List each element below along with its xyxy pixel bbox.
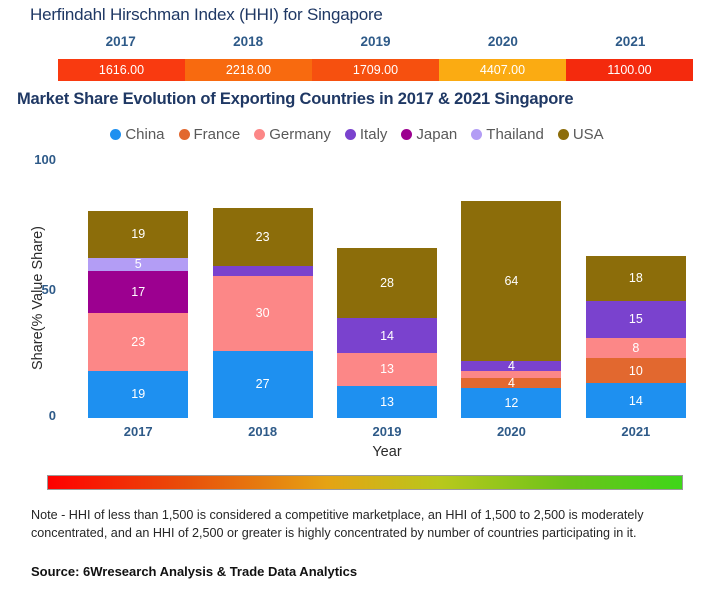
legend-swatch-icon <box>110 129 122 140</box>
hhi-value-cell: 1616.00 <box>58 59 185 81</box>
bar-segment-france[interactable]: 10 <box>585 358 686 383</box>
y-tick-100: 100 <box>34 152 56 167</box>
hhi-year-label: 2018 <box>233 34 264 49</box>
hhi-year-label: 2017 <box>105 34 136 49</box>
bar-column-2019: 13 13 14 28 <box>325 168 449 418</box>
legend-swatch-icon <box>344 129 356 140</box>
bar-segment-italy[interactable]: 15 <box>585 300 686 338</box>
y-tick-50: 50 <box>41 282 56 297</box>
legend-swatch-icon <box>401 129 413 140</box>
legend-item-thailand[interactable]: Thailand <box>471 126 544 143</box>
hhi-value-cell: 1709.00 <box>312 59 439 81</box>
bar-segment-china[interactable]: 27 <box>212 350 313 418</box>
chart-subtitle: Market Share Evolution of Exporting Coun… <box>17 90 574 108</box>
legend-item-china[interactable]: China <box>110 126 165 143</box>
hhi-value-cell: 4407.00 <box>439 59 566 81</box>
x-tick-label: 2019 <box>372 424 402 439</box>
legend-swatch-icon <box>557 129 569 140</box>
bar-stack: 12 4 4 64 <box>461 200 562 418</box>
x-axis-title: Year <box>372 444 402 460</box>
bar-segment-china[interactable]: 14 <box>585 383 686 418</box>
bar-segment-thailand[interactable]: 5 <box>88 258 189 271</box>
legend-item-germany[interactable]: Germany <box>254 126 331 143</box>
x-tick-label: 2017 <box>123 424 153 439</box>
legend-swatch-icon <box>254 129 266 140</box>
bar-column-2018: 27 30 23 <box>200 168 324 418</box>
bar-segment-usa[interactable]: 64 <box>461 200 562 361</box>
bar-segment-usa[interactable]: 23 <box>212 208 313 266</box>
legend-item-label: USA <box>572 126 604 143</box>
bar-segment-italy[interactable]: 14 <box>337 318 438 353</box>
legend-item-label: Germany <box>269 126 331 143</box>
hhi-value-cell: 2218.00 <box>185 59 312 81</box>
bar-segment-france[interactable]: 4 <box>461 378 562 388</box>
legend-item-label: France <box>193 126 241 143</box>
bar-segment-japan[interactable]: 17 <box>88 270 189 313</box>
bar-segment-china[interactable]: 12 <box>461 388 562 418</box>
bar-segment-italy[interactable]: 4 <box>461 360 562 371</box>
hhi-gradient-scale <box>47 475 683 490</box>
x-axis-ticks: 2017 2018 2019 2020 2021 <box>76 422 698 442</box>
stacked-bars: 19 23 17 5 19 27 30 23 13 13 14 28 12 4 4 64 14 10 8 15 18 <box>76 168 698 418</box>
bar-stack: 27 30 23 <box>212 208 313 418</box>
bar-segment-germany[interactable] <box>461 370 562 378</box>
hhi-title: Herfindahl Hirschman Index (HHI) for Sin… <box>30 5 383 24</box>
source-text: Source: 6Wresearch Analysis & Trade Data… <box>31 564 358 579</box>
bar-segment-china[interactable]: 19 <box>88 370 189 418</box>
bar-segment-germany[interactable]: 8 <box>585 338 686 358</box>
bar-column-2017: 19 23 17 5 19 <box>76 168 200 418</box>
bar-stack: 13 13 14 28 <box>337 248 438 418</box>
footnote-text: Note - HHI of less than 1,500 is conside… <box>31 508 644 541</box>
legend-item-label: Japan <box>416 126 458 143</box>
bar-segment-italy[interactable] <box>212 265 313 276</box>
hhi-year-label: 2020 <box>487 34 518 49</box>
legend-item-japan[interactable]: Japan <box>401 126 457 143</box>
x-tick-label: 2021 <box>621 424 651 439</box>
bar-segment-china[interactable]: 13 <box>337 385 438 418</box>
bar-segment-usa[interactable]: 18 <box>585 255 686 301</box>
legend-item-label: Thailand <box>486 126 544 143</box>
bar-column-2021: 14 10 8 15 18 <box>574 168 698 418</box>
legend-swatch-icon <box>178 129 190 140</box>
plot-area: Share(% Value Share) 100 50 0 19 23 17 5 19 2… <box>0 150 714 460</box>
y-tick-0: 0 <box>48 408 56 423</box>
bar-segment-germany[interactable]: 30 <box>212 275 313 351</box>
legend-item-label: Italy <box>359 126 388 143</box>
legend-swatch-icon <box>471 129 483 140</box>
legend-item-italy[interactable]: Italy <box>344 126 388 143</box>
legend-item-label: China <box>125 126 165 143</box>
bar-segment-usa[interactable]: 28 <box>337 248 438 318</box>
hhi-year-label: 2021 <box>615 34 646 49</box>
bar-segment-usa[interactable]: 19 <box>88 210 189 258</box>
hhi-value-bar: 1616.00 2218.00 1709.00 4407.00 1100.00 <box>57 58 694 82</box>
x-tick-label: 2018 <box>248 424 278 439</box>
hhi-year-header: 2017 2018 2019 2020 2021 <box>57 32 694 52</box>
y-axis-title: Share(% Value Share) <box>30 226 46 371</box>
bar-column-2020: 12 4 4 64 <box>449 168 573 418</box>
bar-segment-germany[interactable]: 13 <box>337 353 438 386</box>
hhi-year-label: 2019 <box>360 34 391 49</box>
legend-item-usa[interactable]: USA <box>557 126 604 143</box>
bar-stack: 14 10 8 15 18 <box>585 255 686 418</box>
bar-stack: 19 23 17 5 19 <box>88 210 189 418</box>
hhi-value-cell: 1100.00 <box>566 59 693 81</box>
legend-item-france[interactable]: France <box>178 126 241 143</box>
bar-segment-germany[interactable]: 23 <box>88 313 189 371</box>
chart-legend: China France Germany Italy Japan Thailand USA <box>0 126 714 143</box>
x-tick-label: 2020 <box>496 424 526 439</box>
